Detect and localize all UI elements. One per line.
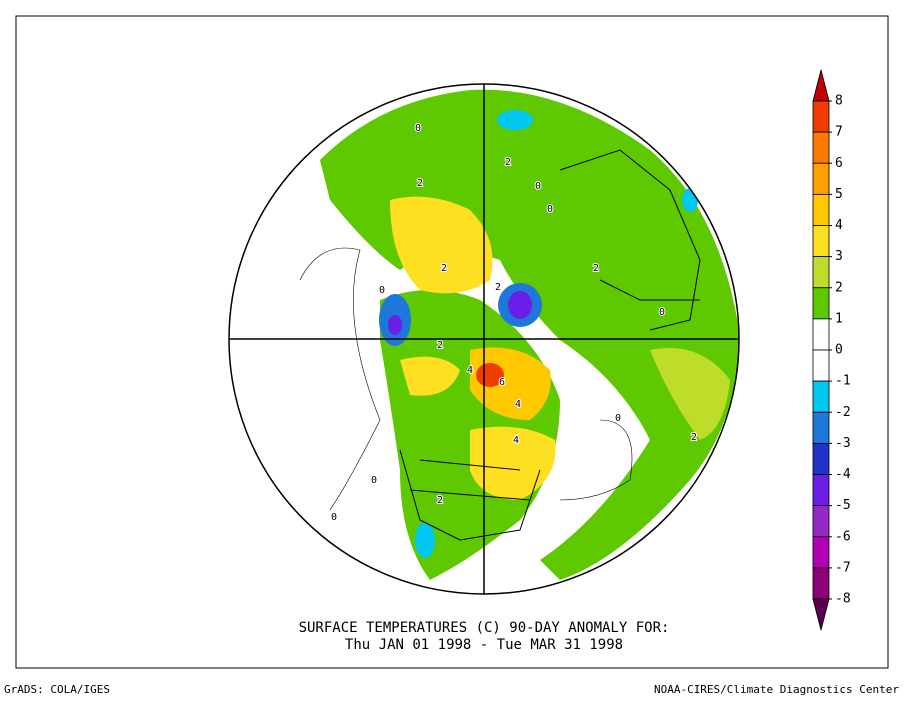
contour-label: 0 xyxy=(415,123,421,134)
colorbar-label: -8 xyxy=(835,592,851,607)
colorbar-segment xyxy=(812,287,830,320)
contour-label: 2 xyxy=(505,157,511,168)
colorbar-segment xyxy=(812,474,830,507)
colorbar: 8 7 6 5 4 3 2 1 0 -1 -2 -3 -4 -5 -6 -7 -8 xyxy=(812,69,851,631)
colorbar-segment xyxy=(812,442,830,475)
contour-label: 4 xyxy=(467,365,473,376)
contour-label: 6 xyxy=(499,377,505,388)
contour-label: 4 xyxy=(513,435,519,446)
contour-label: 2 xyxy=(437,495,443,506)
contour-label: 0 xyxy=(535,181,541,192)
colorbar-label: 5 xyxy=(835,187,843,202)
contour-label: 2 xyxy=(437,340,443,351)
contour-label: 2 xyxy=(441,263,447,274)
colorbar-label: 1 xyxy=(835,311,843,326)
contour-label: 0 xyxy=(371,475,377,486)
contour-label: 0 xyxy=(547,204,553,215)
contour-label: 2 xyxy=(593,263,599,274)
footer-left: GrADS: COLA/IGES xyxy=(4,683,110,696)
colorbar-segment xyxy=(812,536,830,569)
colorbar-segment xyxy=(812,193,830,226)
colorbar-label: -4 xyxy=(835,467,851,482)
colorbar-segment xyxy=(812,256,830,289)
colorbar-label: -6 xyxy=(835,529,851,544)
contour-label: 2 xyxy=(417,178,423,189)
colorbar-label: -7 xyxy=(835,560,851,575)
colorbar-segment xyxy=(812,349,830,382)
contour-label: 2 xyxy=(495,282,501,293)
contour-label: 0 xyxy=(615,413,621,424)
colorbar-arrow xyxy=(812,598,830,631)
colorbar-label: -5 xyxy=(835,498,851,513)
colorbar-segment xyxy=(812,162,830,195)
colorbar-segment xyxy=(812,567,830,600)
colorbar-label: 6 xyxy=(835,156,843,171)
colorbar-segment xyxy=(812,225,830,258)
colorbar-segment xyxy=(812,505,830,538)
contour-label: 4 xyxy=(515,399,521,410)
footer-right: NOAA-CIRES/Climate Diagnostics Center xyxy=(654,683,899,696)
map-boundary xyxy=(228,83,740,595)
contour-label: 0 xyxy=(379,285,385,296)
map xyxy=(229,84,739,594)
colorbar-segment xyxy=(812,100,830,133)
contour-labels: 0 2 0 2 0 2 2 4 6 4 2 0 0 2 0 0 2 4 2 0 xyxy=(330,122,698,524)
colorbar-segment xyxy=(812,411,830,444)
title-line1: SURFACE TEMPERATURES (C) 90-DAY ANOMALY … xyxy=(299,620,670,636)
colorbar-segment xyxy=(812,318,830,351)
colorbar-segment xyxy=(812,380,830,413)
colorbar-label: -1 xyxy=(835,374,851,389)
colorbar-segment xyxy=(812,131,830,164)
contour-label: 2 xyxy=(691,432,697,443)
colorbar-label: 4 xyxy=(835,218,843,233)
colorbar-label: 2 xyxy=(835,280,843,295)
colorbar-label: 0 xyxy=(835,343,843,358)
colorbar-label: -2 xyxy=(835,405,851,420)
colorbar-label: 8 xyxy=(835,94,843,109)
colorbar-label: -3 xyxy=(835,436,851,451)
title-line2: Thu JAN 01 1998 - Tue MAR 31 1998 xyxy=(345,637,623,653)
contour-label: 0 xyxy=(331,512,337,523)
colorbar-label: 7 xyxy=(835,125,843,140)
colorbar-label: 3 xyxy=(835,249,843,264)
contour-label: 0 xyxy=(659,307,665,318)
